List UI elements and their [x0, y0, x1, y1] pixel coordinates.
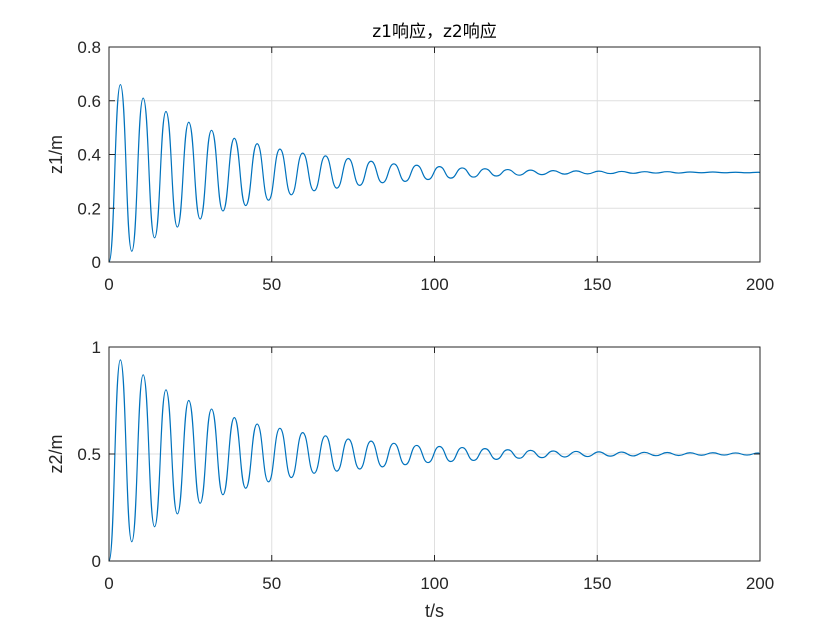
- axes-z1: 0 50 100 150 200 0 0.2 0.4 0.6 0.8 z1响应，z2响应 z1/m: [46, 22, 774, 294]
- x-tick-label: 0: [104, 275, 113, 294]
- ticks-z2: 0 50 100 150 200 0 0.5 1: [77, 338, 774, 593]
- series-z2: [108, 359, 761, 562]
- x-tick-label: 150: [583, 275, 611, 294]
- x-tick-label: 100: [420, 574, 448, 593]
- y-tick-label: 0.6: [77, 92, 101, 111]
- x-tick-label: 0: [104, 574, 113, 593]
- x-axis-label-z2: t/s: [425, 601, 444, 621]
- series-line-z1: [108, 84, 761, 263]
- y-tick-label: 0.5: [77, 445, 101, 464]
- ticks-z1: 0 50 100 150 200 0 0.2 0.4 0.6 0.8: [77, 38, 774, 294]
- x-tick-label: 200: [746, 275, 774, 294]
- y-tick-label: 0.4: [77, 146, 101, 165]
- y-tick-label: 0.8: [77, 38, 101, 57]
- y-tick-label: 0: [92, 253, 101, 272]
- chart-title: z1响应，z2响应: [372, 22, 496, 42]
- x-tick-label: 50: [262, 574, 281, 593]
- x-tick-label: 100: [420, 275, 448, 294]
- y-tick-label: 1: [92, 338, 101, 357]
- y-tick-label: 0.2: [77, 199, 101, 218]
- y-axis-label-z1: z1/m: [46, 135, 66, 174]
- x-tick-label: 150: [583, 574, 611, 593]
- x-tick-label: 50: [262, 275, 281, 294]
- y-tick-label: 0: [92, 552, 101, 571]
- axes-z2: 0 50 100 150 200 0 0.5 1 z2/m t/s: [46, 338, 774, 621]
- y-axis-label-z2: z2/m: [46, 434, 66, 473]
- series-z1: [108, 84, 761, 263]
- series-line-z2: [108, 359, 761, 562]
- x-tick-label: 200: [746, 574, 774, 593]
